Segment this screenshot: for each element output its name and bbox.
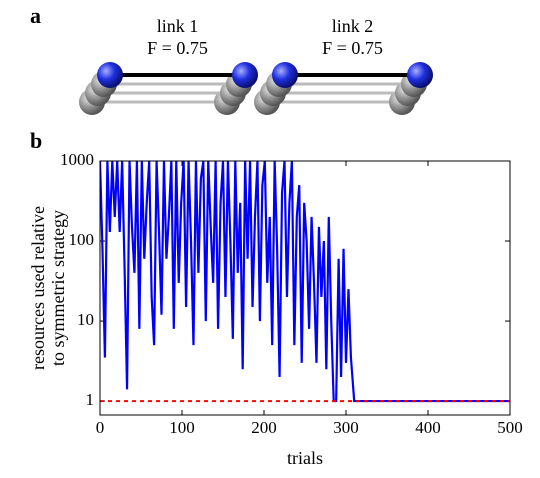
link-label: link 1 xyxy=(157,16,199,36)
qubit xyxy=(232,62,258,88)
panel-label: b xyxy=(30,128,42,153)
y-axis-label: resources used relative xyxy=(28,206,48,370)
chart: 1 10 100 1000 0 100 200 300 400 500 trials resource… xyxy=(28,150,523,468)
qubit xyxy=(272,62,298,88)
x-tick-label: 300 xyxy=(333,418,359,437)
fidelity-label: F = 0.75 xyxy=(322,38,383,58)
y-axis-label: to symmetric strategy xyxy=(48,210,68,366)
link-label: link 2 xyxy=(332,16,374,36)
y-tick-label: 100 xyxy=(69,230,95,249)
x-tick-label: 200 xyxy=(251,418,277,437)
panel-label: a xyxy=(30,3,41,28)
data-line xyxy=(100,161,510,403)
x-axis-label: trials xyxy=(287,448,323,468)
fidelity-label: F = 0.75 xyxy=(147,38,208,58)
x-tick-label: 0 xyxy=(96,418,105,437)
qubit xyxy=(407,62,433,88)
x-tick-label: 400 xyxy=(415,418,441,437)
x-tick-label: 500 xyxy=(497,418,523,437)
y-tick-label: 1000 xyxy=(60,150,94,169)
plot-frame xyxy=(99,160,511,416)
qubit xyxy=(97,62,123,88)
y-tick-label: 1 xyxy=(86,390,95,409)
x-tick-label: 100 xyxy=(169,418,195,437)
y-tick-label: 10 xyxy=(77,310,94,329)
